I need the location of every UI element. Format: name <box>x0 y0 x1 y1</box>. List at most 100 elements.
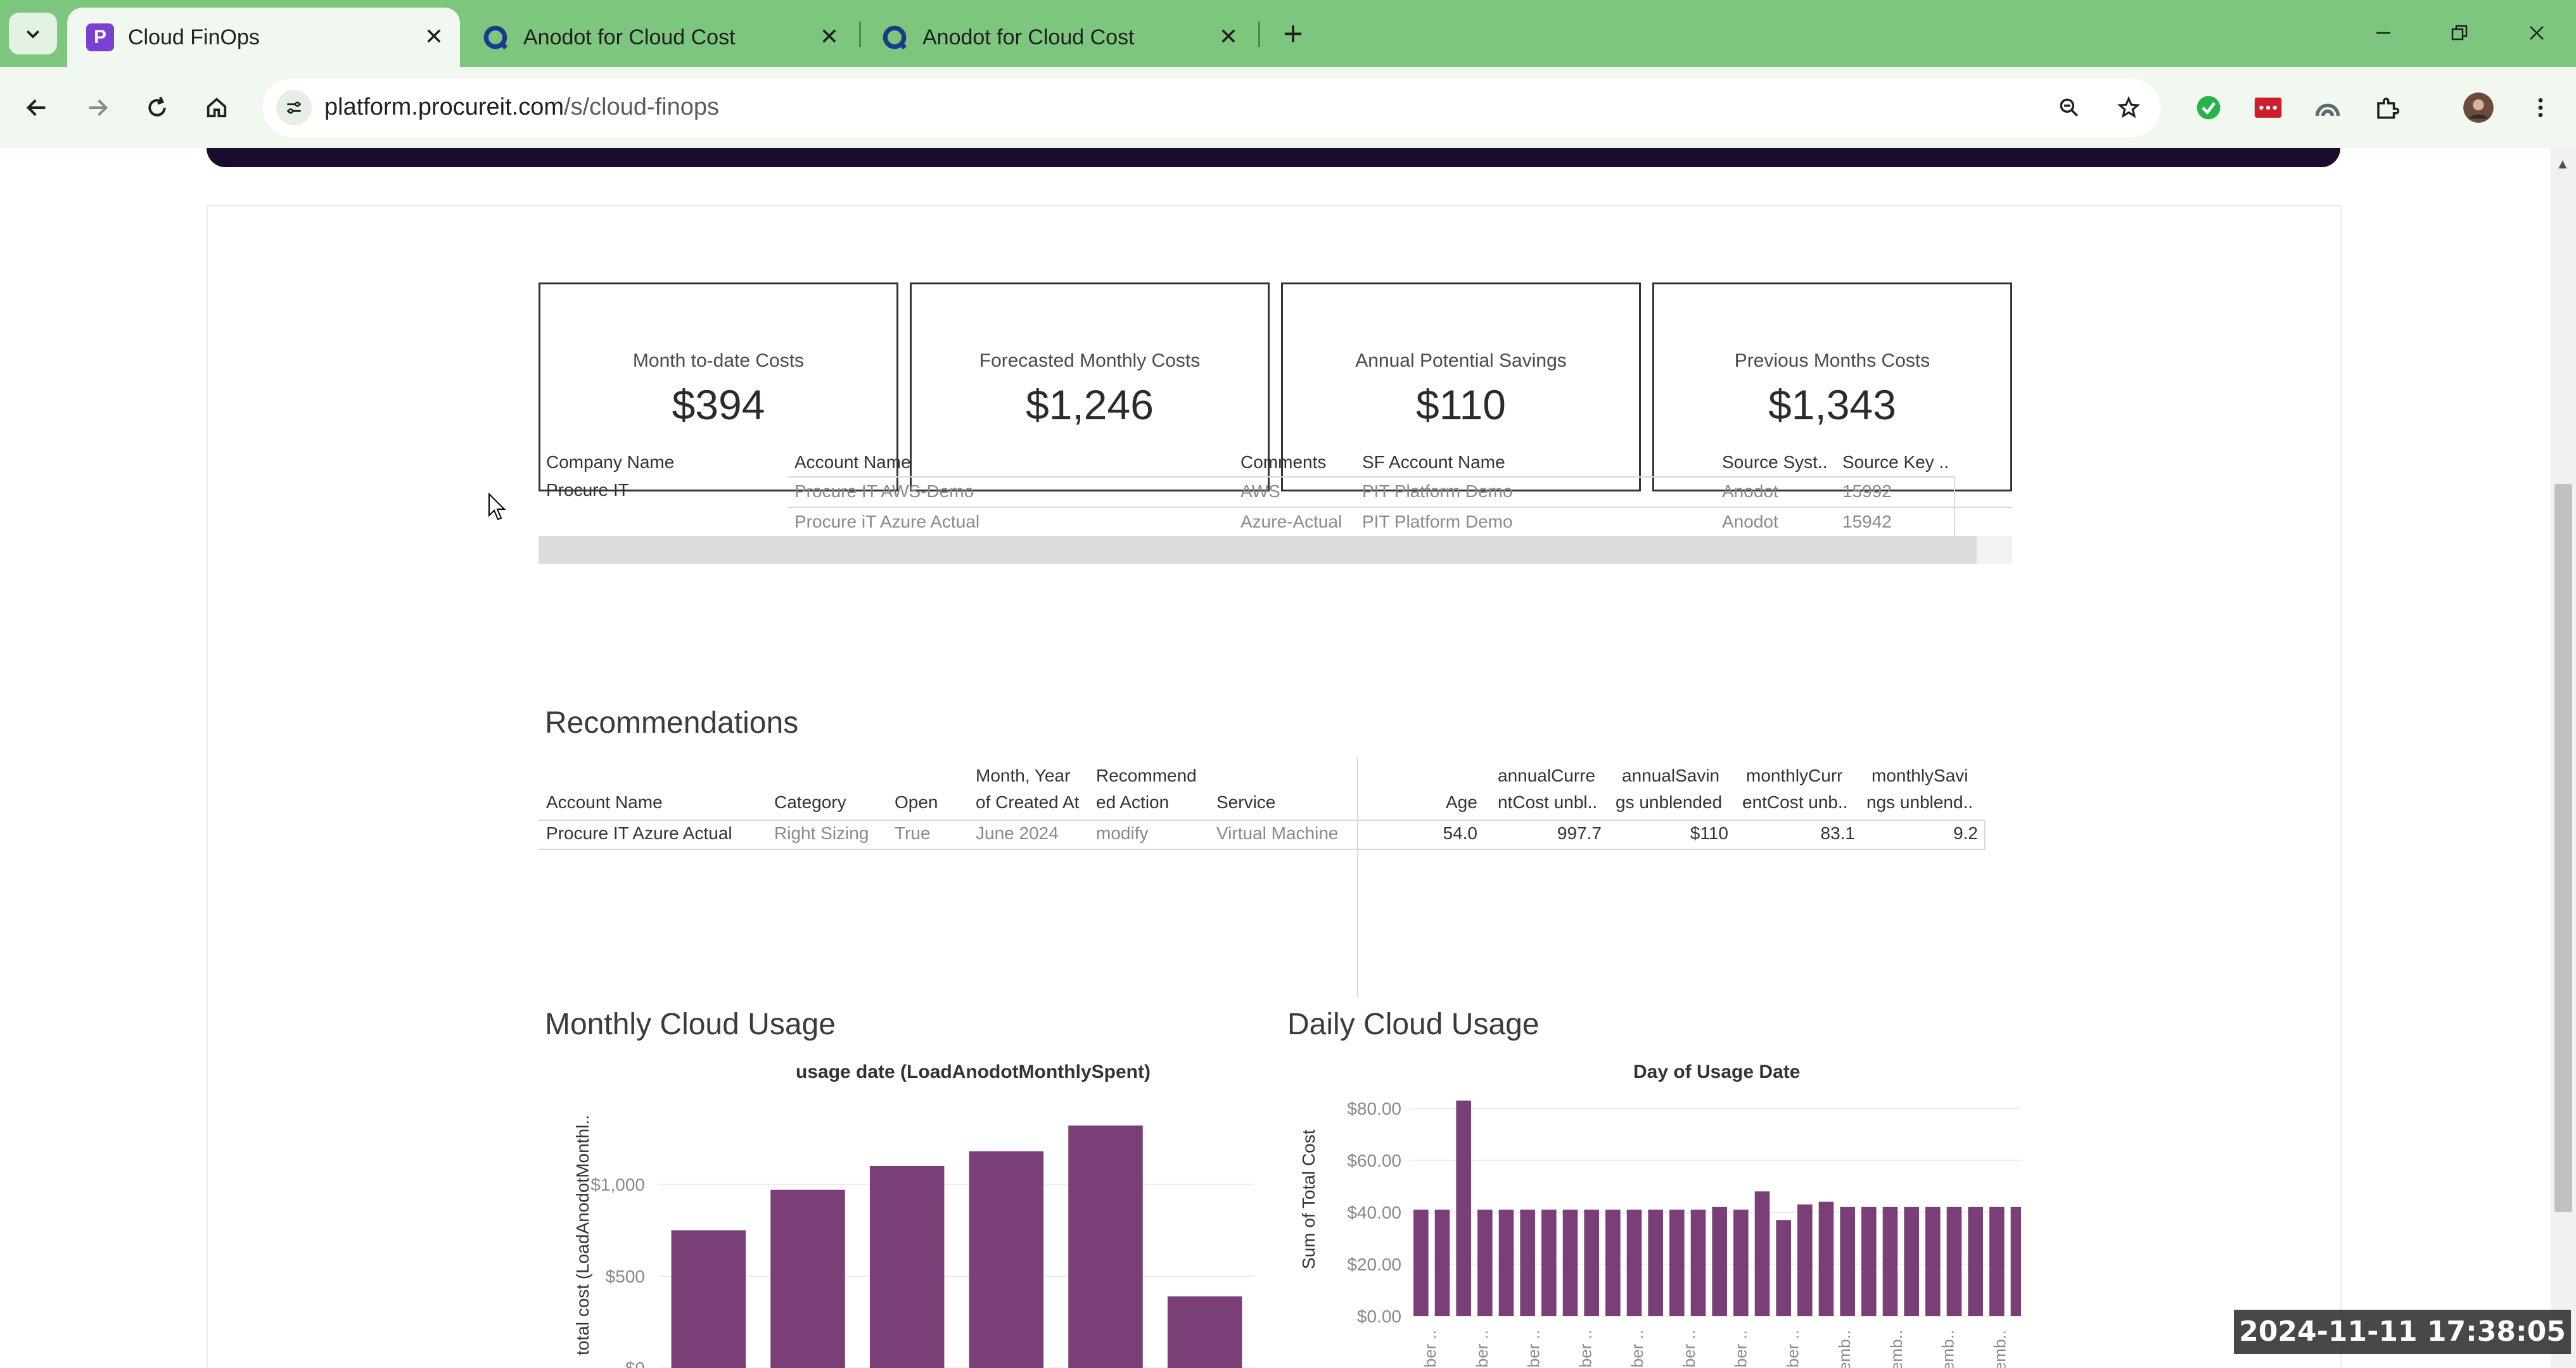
bar[interactable] <box>1946 1206 1962 1316</box>
column-header[interactable]: monthlySavi <box>1871 766 1968 785</box>
scrollbar-thumb[interactable] <box>539 536 1977 564</box>
bar[interactable] <box>1669 1209 1685 1316</box>
close-icon[interactable]: ✕ <box>424 23 443 49</box>
forward-button[interactable] <box>76 86 119 129</box>
tab-title: Anodot for Cloud Cost <box>523 25 736 49</box>
tab-anodot-1[interactable]: Anodot for Cloud Cost ✕ <box>462 8 855 67</box>
bar[interactable] <box>1840 1206 1855 1316</box>
bar[interactable] <box>1434 1209 1450 1316</box>
bar[interactable] <box>1904 1206 1919 1316</box>
bar[interactable] <box>1968 1206 1983 1316</box>
column-header[interactable]: Recommend <box>1096 766 1197 785</box>
column-header: of Created At <box>976 792 1080 812</box>
y-tick-label: $500 <box>606 1267 645 1286</box>
reload-button[interactable] <box>136 86 179 129</box>
y-tick-label: $20.00 <box>1347 1255 1401 1274</box>
mouse-cursor <box>488 493 506 521</box>
site-info-icon[interactable] <box>276 90 312 125</box>
bar[interactable] <box>1648 1209 1663 1316</box>
extensions-puzzle-icon[interactable] <box>2368 89 2406 127</box>
extension-password-icon[interactable] <box>2249 89 2287 127</box>
bar[interactable] <box>1626 1209 1642 1316</box>
bar[interactable] <box>1925 1206 1941 1316</box>
bar[interactable] <box>1797 1204 1813 1316</box>
bar[interactable] <box>1541 1209 1557 1316</box>
bar[interactable] <box>1754 1191 1770 1316</box>
scrollbar-thumb[interactable] <box>2554 484 2572 1212</box>
column-header[interactable]: Source Key .. <box>1842 452 1949 472</box>
column-header[interactable]: Source Syst.. <box>1722 452 1828 472</box>
open-cell: True <box>895 823 931 843</box>
column-header[interactable]: Company Name <box>546 452 675 472</box>
bar[interactable] <box>1413 1209 1429 1316</box>
bar[interactable] <box>1456 1100 1471 1316</box>
vertical-scrollbar[interactable]: ▲ <box>2551 148 2576 1368</box>
recommendations-title: Recommendations <box>545 706 799 740</box>
close-icon[interactable]: ✕ <box>819 23 839 49</box>
procureit-p-icon: P <box>86 23 114 51</box>
close-icon[interactable]: ✕ <box>1218 23 1238 49</box>
bar[interactable] <box>1776 1220 1791 1316</box>
bar[interactable] <box>969 1151 1044 1368</box>
column-header[interactable]: annualCurre <box>1498 766 1596 785</box>
x-tick-label: tober .. <box>1731 1330 1750 1368</box>
minimize-button[interactable] <box>2358 15 2409 51</box>
bar[interactable] <box>770 1189 845 1368</box>
scroll-up-arrow-icon[interactable]: ▲ <box>2556 156 2570 172</box>
home-button[interactable] <box>195 86 238 129</box>
address-bar[interactable]: platform.procureit.com/s/cloud-finops <box>262 79 2160 137</box>
column-header[interactable]: annualSavin <box>1622 766 1720 785</box>
tab-cloud-finops[interactable]: P Cloud FinOps ✕ <box>67 8 460 67</box>
bar[interactable] <box>1605 1209 1621 1316</box>
bar[interactable] <box>1882 1206 1898 1316</box>
restore-button[interactable] <box>2434 15 2485 51</box>
column-header[interactable]: Category <box>774 792 846 812</box>
kpi-label: Forecasted Monthly Costs <box>979 350 1201 371</box>
bar[interactable] <box>1498 1209 1514 1316</box>
kpi-forecasted-monthly: Forecasted Monthly Costs $1,246 <box>910 282 1270 491</box>
bar[interactable] <box>1167 1296 1242 1368</box>
tab-bar: P Cloud FinOps ✕ Anodot for Cloud Cost ✕… <box>0 0 2576 67</box>
column-header[interactable]: Account Name <box>794 452 911 472</box>
column-header[interactable]: Service <box>1216 792 1276 812</box>
column-header[interactable]: Open <box>895 792 938 812</box>
bar[interactable] <box>1584 1209 1599 1316</box>
tab-search-button[interactable] <box>9 13 57 54</box>
bookmark-star-icon[interactable] <box>2111 90 2146 125</box>
extension-arc-icon[interactable] <box>2309 89 2347 127</box>
action-cell: modify <box>1096 823 1149 843</box>
close-window-button[interactable] <box>2511 15 2562 51</box>
url-path: /s/cloud-finops <box>564 94 720 120</box>
bar[interactable] <box>671 1230 746 1368</box>
horizontal-scrollbar[interactable] <box>539 536 2012 564</box>
zoom-icon[interactable] <box>2051 90 2087 125</box>
bar[interactable] <box>869 1166 945 1368</box>
bar[interactable] <box>1477 1209 1493 1316</box>
bar[interactable] <box>1818 1201 1834 1316</box>
back-button[interactable] <box>15 86 58 129</box>
profile-avatar[interactable] <box>2459 89 2497 127</box>
bar[interactable] <box>2010 1206 2021 1316</box>
bar[interactable] <box>1989 1206 2005 1316</box>
x-tick-label: tober .. <box>1472 1330 1491 1368</box>
new-tab-button[interactable]: + <box>1283 15 1303 53</box>
bar[interactable] <box>1520 1209 1535 1316</box>
anodot-icon <box>481 23 509 51</box>
kpi-value: $394 <box>672 381 765 428</box>
kpi-label: Annual Potential Savings <box>1355 350 1567 371</box>
column-header[interactable]: Age <box>1446 792 1477 812</box>
bar[interactable] <box>1562 1209 1578 1316</box>
column-header[interactable]: Account Name <box>546 792 663 812</box>
column-header[interactable]: Comments <box>1240 452 1327 472</box>
extension-check-icon[interactable] <box>2190 89 2228 127</box>
bar[interactable] <box>1712 1206 1727 1316</box>
browser-menu-button[interactable] <box>2522 89 2560 127</box>
bar[interactable] <box>1690 1209 1706 1316</box>
tab-anodot-2[interactable]: Anodot for Cloud Cost ✕ <box>862 8 1254 67</box>
bar[interactable] <box>1861 1206 1877 1316</box>
column-header[interactable]: SF Account Name <box>1362 452 1505 472</box>
column-header[interactable]: monthlyCurr <box>1746 766 1843 785</box>
bar[interactable] <box>1733 1209 1749 1316</box>
column-header[interactable]: Month, Year <box>976 766 1071 785</box>
bar[interactable] <box>1068 1125 1143 1368</box>
